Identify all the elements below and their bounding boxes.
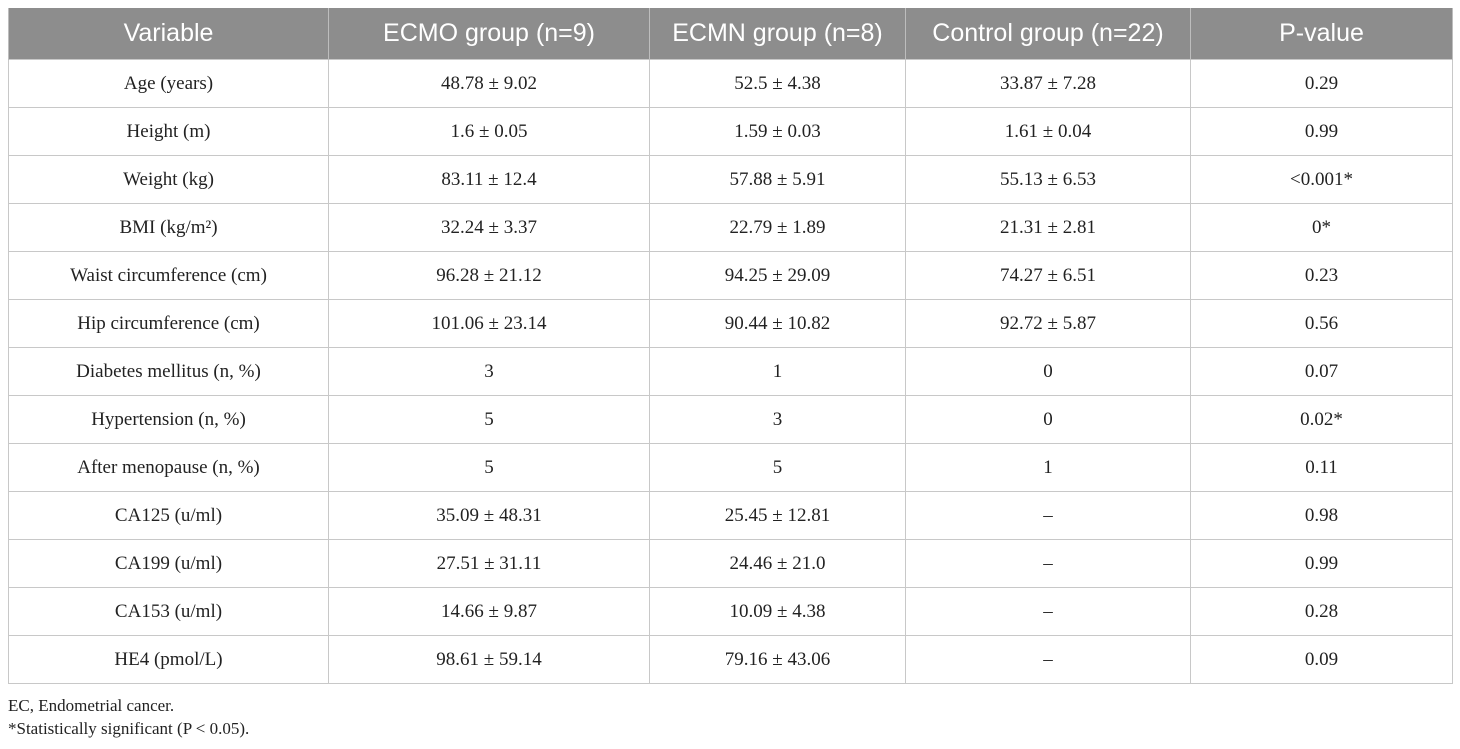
cell-variable: After menopause (n, %) bbox=[8, 443, 329, 492]
table-header: Variable ECMO group (n=9) ECMN group (n=… bbox=[8, 8, 1453, 60]
cell-ecmn: 1.59 ± 0.03 bbox=[649, 107, 906, 156]
cell-ecmn: 3 bbox=[649, 395, 906, 444]
cell-ecmo: 27.51 ± 31.11 bbox=[328, 539, 650, 588]
cell-control: 1 bbox=[905, 443, 1191, 492]
cell-p-value: 0.56 bbox=[1190, 299, 1453, 348]
cell-p-value: 0.23 bbox=[1190, 251, 1453, 300]
cell-p-value: 0.99 bbox=[1190, 539, 1453, 588]
table-row: Age (years) 48.78 ± 9.02 52.5 ± 4.38 33.… bbox=[8, 59, 1453, 108]
cell-ecmo: 35.09 ± 48.31 bbox=[328, 491, 650, 540]
cell-ecmo: 3 bbox=[328, 347, 650, 396]
cell-control: 74.27 ± 6.51 bbox=[905, 251, 1191, 300]
cell-variable: Weight (kg) bbox=[8, 155, 329, 204]
cell-ecmo: 14.66 ± 9.87 bbox=[328, 587, 650, 636]
table-row: Diabetes mellitus (n, %) 3 1 0 0.07 bbox=[8, 347, 1453, 396]
header-variable: Variable bbox=[8, 8, 329, 60]
cell-control: – bbox=[905, 539, 1191, 588]
table-row: Hip circumference (cm) 101.06 ± 23.14 90… bbox=[8, 299, 1453, 348]
cell-control: 92.72 ± 5.87 bbox=[905, 299, 1191, 348]
table-row: BMI (kg/m²) 32.24 ± 3.37 22.79 ± 1.89 21… bbox=[8, 203, 1453, 252]
cell-p-value: 0.28 bbox=[1190, 587, 1453, 636]
cell-ecmo: 96.28 ± 21.12 bbox=[328, 251, 650, 300]
table-footnotes: EC, Endometrial cancer. *Statistically s… bbox=[8, 694, 249, 740]
header-ecmn-group: ECMN group (n=8) bbox=[649, 8, 906, 60]
cell-control: 55.13 ± 6.53 bbox=[905, 155, 1191, 204]
cell-ecmn: 52.5 ± 4.38 bbox=[649, 59, 906, 108]
header-row: Variable ECMO group (n=9) ECMN group (n=… bbox=[8, 8, 1453, 60]
cell-ecmo: 5 bbox=[328, 395, 650, 444]
cell-control: 0 bbox=[905, 395, 1191, 444]
cell-variable: CA153 (u/ml) bbox=[8, 587, 329, 636]
cell-ecmn: 79.16 ± 43.06 bbox=[649, 635, 906, 684]
cell-p-value: 0.29 bbox=[1190, 59, 1453, 108]
cell-ecmo: 32.24 ± 3.37 bbox=[328, 203, 650, 252]
table-row: After menopause (n, %) 5 5 1 0.11 bbox=[8, 443, 1453, 492]
cell-control: 0 bbox=[905, 347, 1191, 396]
cell-ecmo: 98.61 ± 59.14 bbox=[328, 635, 650, 684]
cell-control: 21.31 ± 2.81 bbox=[905, 203, 1191, 252]
cell-control: 33.87 ± 7.28 bbox=[905, 59, 1191, 108]
header-ecmo-group: ECMO group (n=9) bbox=[328, 8, 650, 60]
cell-variable: Height (m) bbox=[8, 107, 329, 156]
table-body: Age (years) 48.78 ± 9.02 52.5 ± 4.38 33.… bbox=[8, 59, 1453, 684]
table-row: Waist circumference (cm) 96.28 ± 21.12 9… bbox=[8, 251, 1453, 300]
cell-control: – bbox=[905, 587, 1191, 636]
header-control-group: Control group (n=22) bbox=[905, 8, 1191, 60]
table-row: Weight (kg) 83.11 ± 12.4 57.88 ± 5.91 55… bbox=[8, 155, 1453, 204]
cell-variable: Age (years) bbox=[8, 59, 329, 108]
cell-control: 1.61 ± 0.04 bbox=[905, 107, 1191, 156]
cell-ecmo: 5 bbox=[328, 443, 650, 492]
footnote-abbreviation: EC, Endometrial cancer. bbox=[8, 696, 175, 715]
cell-p-value: 0.02* bbox=[1190, 395, 1453, 444]
table-row: CA125 (u/ml) 35.09 ± 48.31 25.45 ± 12.81… bbox=[8, 491, 1453, 540]
data-table-container: Variable ECMO group (n=9) ECMN group (n=… bbox=[8, 8, 1453, 684]
cell-ecmn: 25.45 ± 12.81 bbox=[649, 491, 906, 540]
footnote-significance: *Statistically significant (P < 0.05). bbox=[8, 719, 250, 738]
cell-p-value: 0.98 bbox=[1190, 491, 1453, 540]
cell-p-value: 0.07 bbox=[1190, 347, 1453, 396]
table-row: Height (m) 1.6 ± 0.05 1.59 ± 0.03 1.61 ±… bbox=[8, 107, 1453, 156]
table-row: CA199 (u/ml) 27.51 ± 31.11 24.46 ± 21.0 … bbox=[8, 539, 1453, 588]
cell-ecmn: 57.88 ± 5.91 bbox=[649, 155, 906, 204]
table-row: Hypertension (n, %) 5 3 0 0.02* bbox=[8, 395, 1453, 444]
table-row: HE4 (pmol/L) 98.61 ± 59.14 79.16 ± 43.06… bbox=[8, 635, 1453, 684]
cell-control: – bbox=[905, 635, 1191, 684]
cell-variable: CA125 (u/ml) bbox=[8, 491, 329, 540]
cell-ecmn: 94.25 ± 29.09 bbox=[649, 251, 906, 300]
cell-ecmo: 48.78 ± 9.02 bbox=[328, 59, 650, 108]
cell-control: – bbox=[905, 491, 1191, 540]
cell-p-value: <0.001* bbox=[1190, 155, 1453, 204]
cell-ecmn: 5 bbox=[649, 443, 906, 492]
cell-p-value: 0.99 bbox=[1190, 107, 1453, 156]
cell-ecmn: 10.09 ± 4.38 bbox=[649, 587, 906, 636]
data-table: Variable ECMO group (n=9) ECMN group (n=… bbox=[8, 8, 1453, 684]
header-p-value: P-value bbox=[1190, 8, 1453, 60]
table-row: CA153 (u/ml) 14.66 ± 9.87 10.09 ± 4.38 –… bbox=[8, 587, 1453, 636]
cell-ecmo: 101.06 ± 23.14 bbox=[328, 299, 650, 348]
cell-variable: Hip circumference (cm) bbox=[8, 299, 329, 348]
cell-variable: BMI (kg/m²) bbox=[8, 203, 329, 252]
cell-ecmn: 90.44 ± 10.82 bbox=[649, 299, 906, 348]
cell-p-value: 0.11 bbox=[1190, 443, 1453, 492]
cell-p-value: 0* bbox=[1190, 203, 1453, 252]
cell-variable: HE4 (pmol/L) bbox=[8, 635, 329, 684]
cell-ecmo: 1.6 ± 0.05 bbox=[328, 107, 650, 156]
cell-ecmn: 22.79 ± 1.89 bbox=[649, 203, 906, 252]
cell-variable: Diabetes mellitus (n, %) bbox=[8, 347, 329, 396]
cell-ecmn: 24.46 ± 21.0 bbox=[649, 539, 906, 588]
cell-ecmo: 83.11 ± 12.4 bbox=[328, 155, 650, 204]
cell-p-value: 0.09 bbox=[1190, 635, 1453, 684]
cell-variable: Waist circumference (cm) bbox=[8, 251, 329, 300]
cell-variable: CA199 (u/ml) bbox=[8, 539, 329, 588]
cell-ecmn: 1 bbox=[649, 347, 906, 396]
cell-variable: Hypertension (n, %) bbox=[8, 395, 329, 444]
